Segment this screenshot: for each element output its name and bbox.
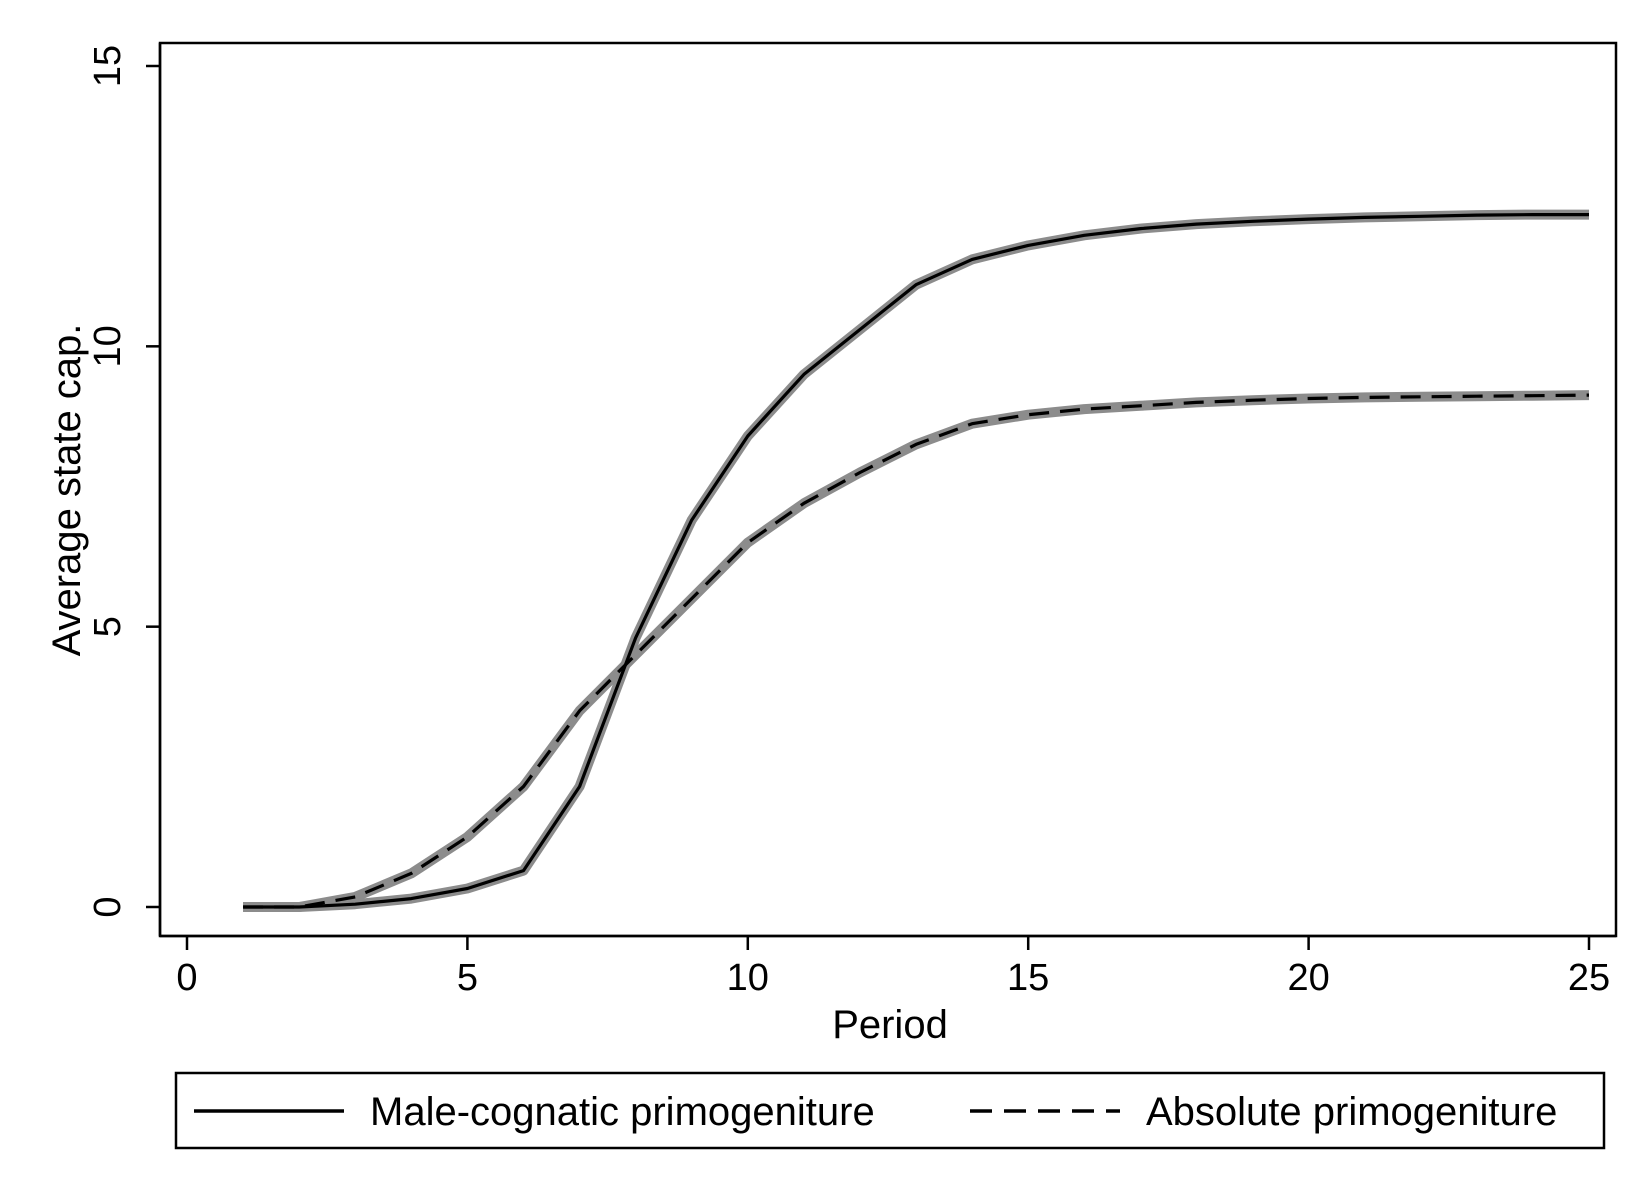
- x-tick-label: 5: [457, 957, 478, 999]
- x-tick-label: 20: [1287, 957, 1329, 999]
- plot-area: [158, 41, 1618, 938]
- legend-label-absolute: Absolute primogeniture: [1146, 1090, 1557, 1134]
- series-line-male-cognatic: [243, 213, 1589, 909]
- x-tick-label: 25: [1568, 957, 1610, 999]
- y-tick-label: 0: [87, 896, 129, 917]
- x-tick-label: 15: [1007, 957, 1049, 999]
- y-tick-label: 5: [87, 616, 129, 637]
- x-tick-label: 10: [727, 957, 769, 999]
- x-tick-label: 0: [176, 957, 197, 999]
- legend: Male-cognatic primogeniture Absolute pri…: [174, 1071, 1606, 1150]
- legend-label-male-cognatic: Male-cognatic primogeniture: [370, 1090, 875, 1134]
- y-tick-label: 10: [87, 325, 129, 367]
- y-tick-label: 15: [87, 45, 129, 87]
- series-lines: [243, 213, 1590, 909]
- y-axis-title: Average state cap.: [45, 324, 89, 657]
- y-axis: 0 5 10 15: [87, 43, 162, 936]
- legend-box: [174, 1071, 1606, 1150]
- x-axis: 0 5 10 15 20 25: [160, 934, 1616, 999]
- series-line-absolute: [243, 393, 1590, 909]
- x-axis-title: Period: [832, 1003, 948, 1047]
